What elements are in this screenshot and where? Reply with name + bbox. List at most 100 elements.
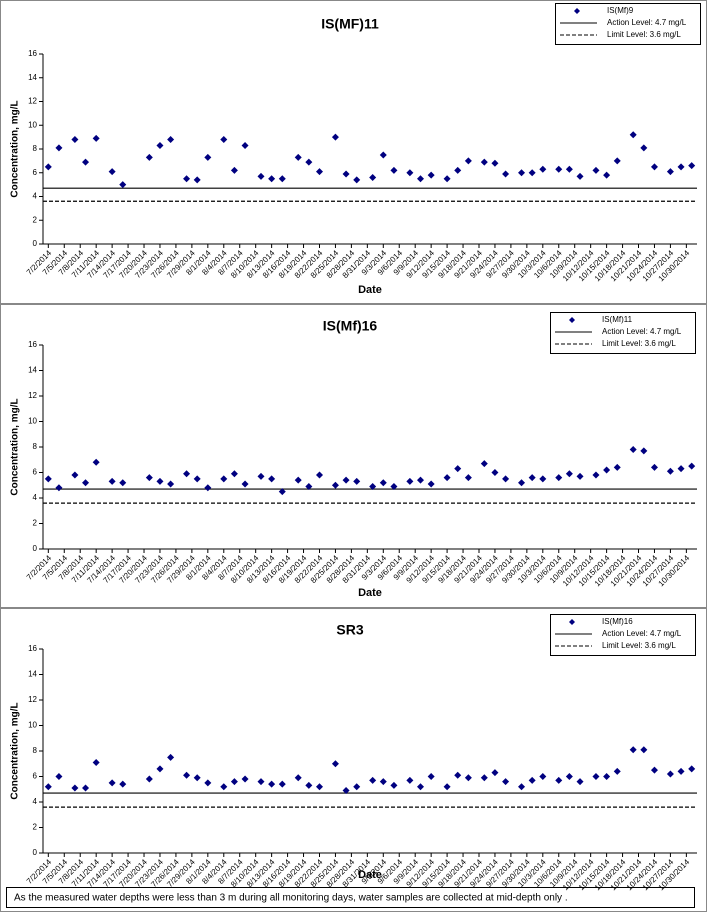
data-point — [576, 472, 584, 480]
y-tick-label: 0 — [33, 848, 38, 857]
data-point — [629, 746, 637, 754]
data-point — [518, 169, 526, 177]
data-point — [167, 480, 175, 488]
data-point — [369, 483, 377, 491]
data-point — [666, 770, 674, 778]
data-point — [294, 476, 302, 484]
data-point — [454, 465, 462, 473]
data-point — [406, 477, 414, 485]
data-point — [278, 780, 286, 788]
legend-label: IS(Mf)9 — [607, 6, 634, 15]
data-point — [294, 153, 302, 161]
legend-label: Action Level: 4.7 mg/L — [602, 327, 682, 336]
data-point — [241, 775, 249, 783]
data-point — [379, 151, 387, 159]
data-point — [640, 746, 648, 754]
y-tick-label: 0 — [33, 239, 38, 248]
data-point — [220, 475, 228, 483]
data-point — [119, 181, 127, 189]
y-tick-label: 14 — [28, 73, 37, 82]
data-point — [480, 460, 488, 468]
data-point — [257, 778, 265, 786]
data-point — [502, 778, 510, 786]
data-point — [331, 760, 339, 768]
data-point — [417, 783, 425, 791]
data-point — [230, 166, 238, 174]
data-point — [480, 158, 488, 166]
data-point — [518, 783, 526, 791]
y-tick-label: 16 — [28, 340, 37, 349]
data-point — [145, 474, 153, 482]
data-point — [443, 175, 451, 183]
data-point — [491, 769, 499, 777]
data-point — [71, 471, 79, 479]
y-tick-label: 4 — [33, 192, 38, 201]
y-tick-label: 12 — [28, 97, 37, 106]
data-point — [305, 158, 313, 166]
data-point — [44, 783, 52, 791]
data-point — [603, 466, 611, 474]
y-tick-label: 10 — [28, 417, 37, 426]
data-point — [183, 470, 191, 478]
data-point — [44, 475, 52, 483]
data-point — [183, 175, 191, 183]
data-point — [427, 171, 435, 179]
panel — [0, 608, 707, 912]
data-point — [204, 484, 212, 492]
data-point — [528, 776, 536, 784]
data-point — [539, 165, 547, 173]
y-tick-label: 12 — [28, 391, 37, 400]
data-point — [603, 171, 611, 179]
data-point — [613, 157, 621, 165]
data-point — [156, 765, 164, 773]
legend-label: IS(Mf)16 — [602, 617, 633, 626]
data-point — [464, 774, 472, 782]
x-axis-label: Date — [358, 869, 382, 881]
data-point — [331, 133, 339, 141]
data-point — [650, 766, 658, 774]
legend-marker — [569, 317, 575, 323]
data-point — [677, 465, 685, 473]
data-point — [342, 476, 350, 484]
data-point — [268, 780, 276, 788]
y-tick-label: 8 — [33, 144, 38, 153]
legend-label: Action Level: 4.7 mg/L — [602, 629, 682, 638]
y-tick-label: 12 — [28, 695, 37, 704]
data-point — [629, 131, 637, 139]
data-point — [688, 162, 696, 170]
data-point — [640, 144, 648, 152]
panel — [0, 0, 707, 304]
legend-label: Limit Level: 3.6 mg/L — [607, 30, 681, 39]
data-point — [640, 447, 648, 455]
y-tick-label: 6 — [33, 772, 38, 781]
data-point — [518, 479, 526, 487]
data-point — [55, 484, 63, 492]
data-point — [666, 168, 674, 176]
data-point — [677, 163, 685, 171]
data-point — [315, 168, 323, 176]
y-tick-label: 10 — [28, 120, 37, 129]
legend-label: IS(Mf)11 — [602, 315, 633, 324]
note: As the measured water depths were less t… — [14, 893, 568, 904]
data-point — [592, 166, 600, 174]
data-point — [305, 483, 313, 491]
data-point — [555, 165, 563, 173]
chart-title: IS(Mf)16 — [323, 318, 378, 334]
data-point — [464, 157, 472, 165]
data-point — [315, 471, 323, 479]
data-point — [71, 784, 79, 792]
y-tick-label: 4 — [33, 493, 38, 502]
data-point — [193, 475, 201, 483]
legend-label: Limit Level: 3.6 mg/L — [602, 641, 676, 650]
data-point — [230, 470, 238, 478]
data-point — [331, 481, 339, 489]
data-point — [502, 475, 510, 483]
legend-box — [555, 3, 701, 45]
data-point — [220, 136, 228, 143]
data-point — [417, 175, 425, 183]
data-point — [369, 174, 377, 181]
data-point — [565, 165, 573, 173]
data-point — [82, 784, 90, 792]
data-point — [82, 479, 90, 487]
data-point — [241, 480, 249, 488]
